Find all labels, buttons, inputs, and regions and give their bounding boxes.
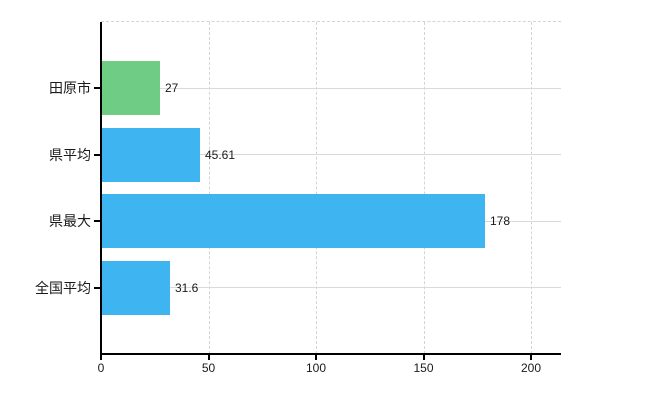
x-tick-label: 50: [201, 361, 216, 375]
v-gridline: [423, 22, 425, 354]
category-tick: [94, 87, 100, 90]
bar-value-label: 27: [165, 81, 179, 96]
x-tick: [530, 355, 532, 360]
v-gridline: [208, 22, 210, 354]
x-tick: [207, 355, 210, 360]
x-axis-line: [100, 353, 561, 355]
x-tick-label: 100: [305, 361, 327, 375]
v-gridline: [531, 22, 532, 354]
h-gridline: [101, 287, 561, 289]
x-tick-label: 150: [413, 361, 434, 375]
v-gridline: [316, 22, 317, 354]
bar-3: [102, 194, 485, 249]
bar-4: [102, 260, 170, 315]
category-label: 全国平均: [35, 279, 91, 296]
h-gridline: [101, 154, 561, 156]
x-tick: [422, 355, 425, 360]
bar-value-label: 31.6: [175, 280, 199, 295]
category-label: 県平均: [49, 146, 91, 163]
x-tick: [100, 355, 102, 360]
h-gridline: [101, 87, 561, 89]
x-tick: [315, 355, 317, 360]
bar-2: [102, 127, 200, 182]
category-tick: [94, 153, 100, 156]
bar-value-label: 45.61: [205, 147, 236, 162]
category-label: 田原市: [49, 80, 91, 97]
bar-1: [102, 61, 160, 116]
y-axis-line: [100, 22, 102, 355]
category-tick: [94, 286, 100, 289]
category-label: 県最大: [49, 213, 91, 230]
category-tick: [94, 220, 100, 223]
plot-top-border: [101, 21, 561, 22]
x-tick-label: 0: [97, 361, 105, 375]
bar-value-label: 178: [490, 214, 511, 229]
x-tick-label: 200: [520, 361, 542, 375]
